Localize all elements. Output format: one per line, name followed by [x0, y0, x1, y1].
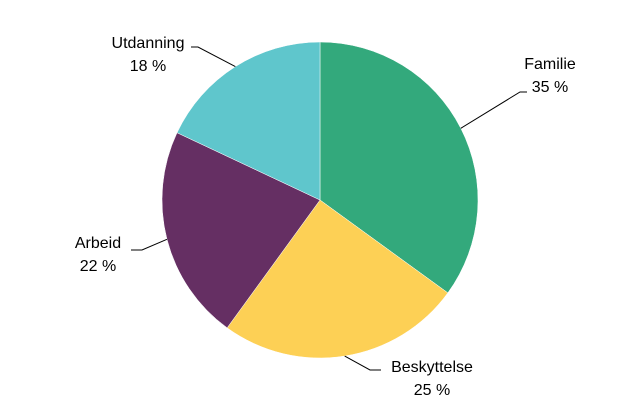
- slice-value-label: 18 %: [130, 58, 166, 75]
- leader-line: [131, 238, 168, 251]
- slice-label: Beskyttelse: [391, 359, 473, 376]
- leader-line: [344, 355, 381, 371]
- leader-line: [460, 91, 527, 129]
- leader-line: [191, 46, 236, 68]
- slice-value-label: 22 %: [80, 258, 116, 275]
- slice-value-label: 25 %: [414, 382, 450, 399]
- slice-label: Utdanning: [112, 35, 185, 52]
- slice-label: Arbeid: [75, 235, 121, 252]
- slice-value-label: 35 %: [532, 79, 568, 96]
- slice-label: Familie: [524, 56, 576, 73]
